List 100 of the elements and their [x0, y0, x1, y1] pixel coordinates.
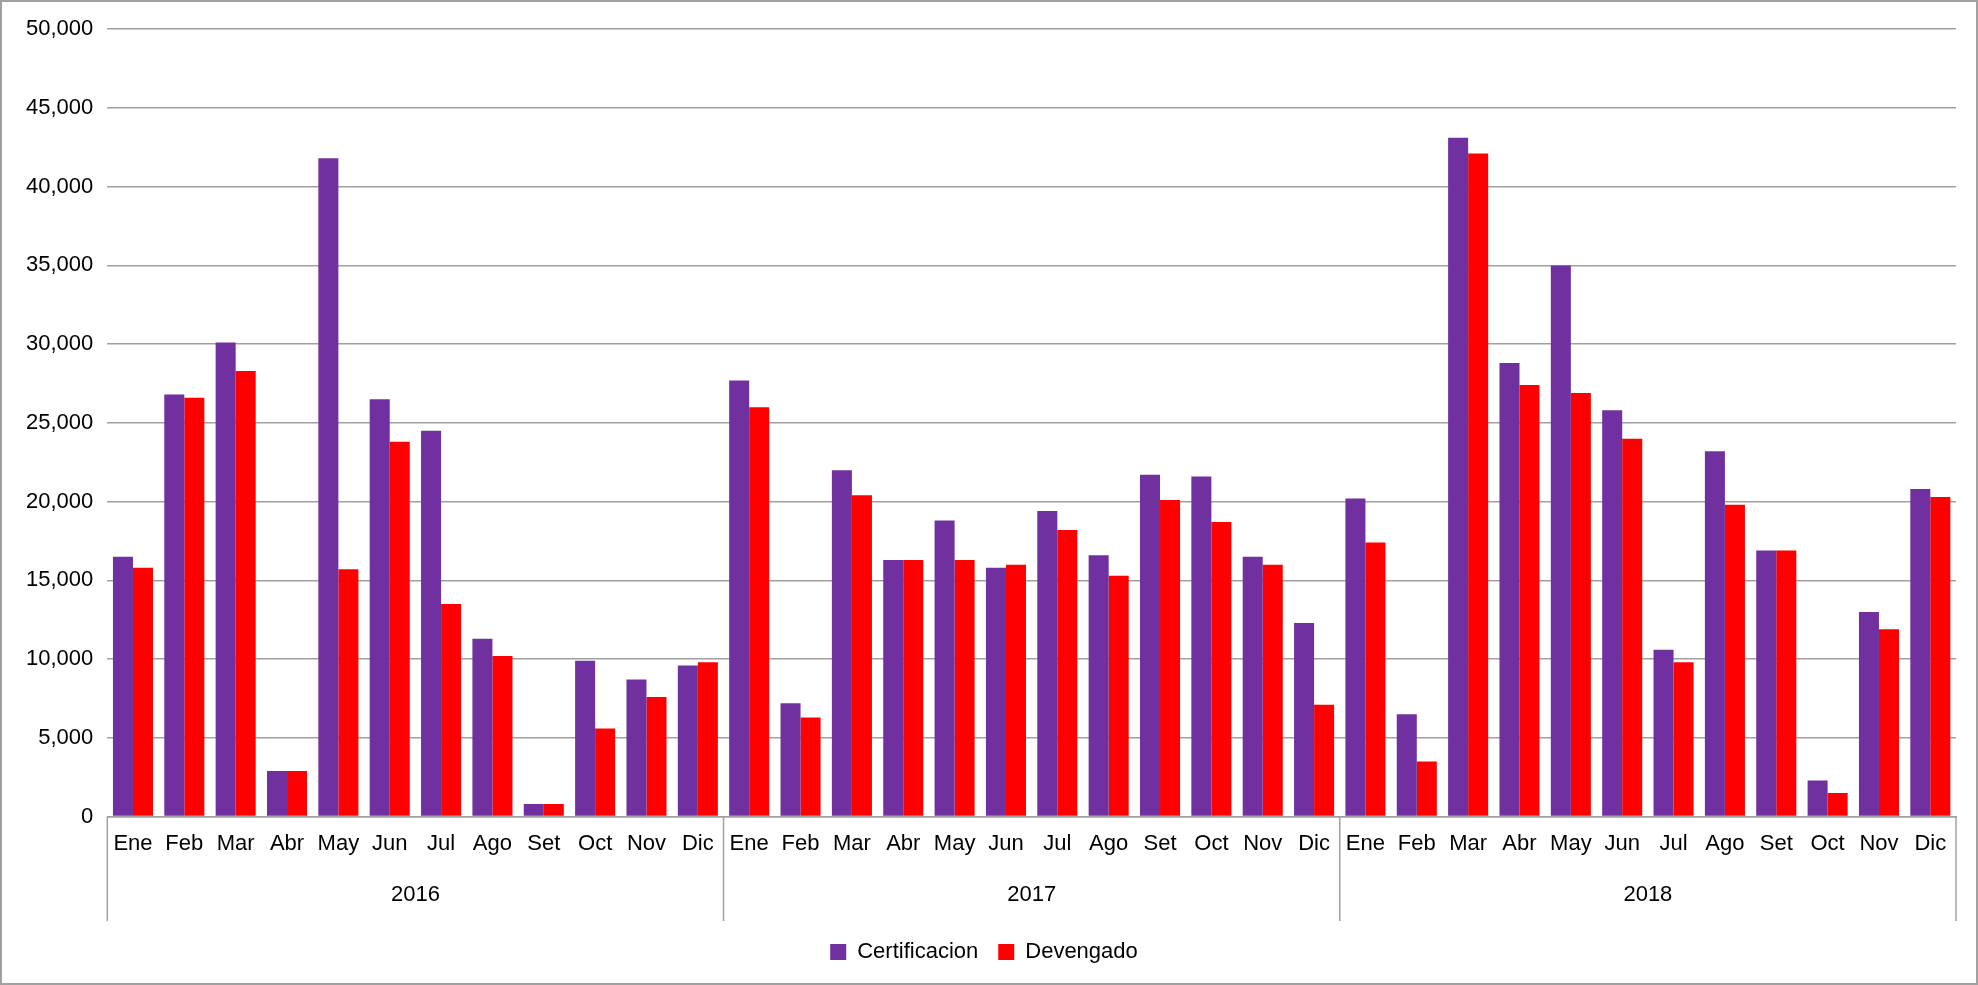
x-tick-label: Ene	[113, 829, 153, 855]
bar	[1140, 474, 1161, 816]
bar	[934, 520, 955, 816]
x-tick-label: Dic	[1914, 829, 1947, 855]
x-tick-label: Nov	[1859, 829, 1899, 855]
x-tick-label: Abr	[886, 829, 921, 855]
bar	[1622, 438, 1643, 816]
bar	[267, 770, 288, 816]
x-tick-label: Ene	[1345, 829, 1386, 855]
bar	[1005, 564, 1026, 816]
bar	[1673, 662, 1694, 816]
bar	[1396, 714, 1417, 816]
bar	[646, 696, 667, 816]
bar	[626, 679, 647, 816]
y-tick-label: 15,000	[25, 566, 94, 592]
x-tick-label: Nov	[626, 829, 667, 855]
x-tick-label: Nov	[1243, 829, 1283, 855]
bar	[677, 665, 698, 816]
bar	[1365, 542, 1386, 816]
bar	[287, 770, 308, 816]
bar	[184, 397, 205, 816]
x-tick-label: Ago	[472, 829, 513, 855]
x-tick-label: Jun	[1604, 829, 1640, 855]
bar	[1776, 550, 1797, 816]
bar	[318, 158, 339, 816]
bar	[1416, 761, 1437, 816]
x-tick-label: Set	[1759, 829, 1793, 855]
x-tick-label: Jul	[1043, 829, 1072, 855]
bar	[1468, 153, 1489, 816]
y-tick-label: 50,000	[25, 15, 94, 41]
bar	[1910, 489, 1931, 816]
legend-label: Certificacion	[857, 938, 979, 964]
bar	[164, 394, 185, 816]
x-tick-label: Jun	[371, 829, 408, 855]
x-tick-label: Jun	[988, 829, 1024, 855]
bar	[369, 399, 390, 816]
y-tick-label: 10,000	[25, 645, 94, 671]
bar	[729, 380, 750, 816]
y-tick-label: 5,000	[38, 723, 94, 749]
bar	[903, 559, 924, 816]
x-tick-label: Set	[1143, 829, 1177, 855]
bar	[1314, 704, 1335, 816]
bar	[1037, 511, 1058, 816]
y-tick-label: 40,000	[25, 172, 94, 198]
text: 2016	[390, 881, 440, 907]
bar	[1807, 780, 1828, 816]
bar	[1570, 392, 1591, 816]
x-tick-label: Jul	[1659, 829, 1688, 855]
x-tick-label: Ene	[729, 829, 769, 855]
x-tick-label: Mar	[216, 829, 255, 855]
y-tick-label: 20,000	[25, 487, 94, 513]
bar	[883, 559, 904, 816]
y-tick-label: 0	[81, 802, 94, 828]
x-tick-label: May	[317, 829, 360, 855]
x-tick-label: Jul	[427, 829, 456, 855]
bar	[1088, 555, 1109, 816]
bar	[1550, 265, 1571, 816]
bar	[1704, 451, 1725, 816]
bar	[338, 569, 359, 816]
bar	[441, 604, 462, 816]
bar	[985, 567, 1006, 816]
text: 2017	[1007, 881, 1057, 907]
bar	[954, 559, 975, 816]
x-tick-label: May	[933, 829, 976, 855]
y-tick-label: 30,000	[25, 330, 94, 356]
x-tick-label: Mar	[832, 829, 871, 855]
bar	[132, 567, 153, 816]
bar	[1057, 529, 1078, 816]
x-tick-label: Dic	[681, 829, 714, 855]
x-tick-label: Oct	[1810, 829, 1845, 855]
bar	[851, 495, 872, 816]
legend-label: Devengado	[1025, 938, 1138, 964]
bar	[421, 430, 442, 816]
bar	[1294, 622, 1315, 816]
bar	[1602, 410, 1623, 816]
x-tick-label: May	[1550, 829, 1592, 855]
x-tick-label: Abr	[1502, 829, 1537, 855]
bar	[1858, 611, 1879, 816]
bar	[1262, 564, 1283, 816]
bar	[800, 717, 821, 816]
bar	[1724, 504, 1745, 816]
bar	[492, 655, 513, 816]
bar	[1756, 550, 1777, 816]
x-tick-label: Ago	[1089, 829, 1129, 855]
bar	[1211, 522, 1232, 816]
bar	[1108, 575, 1129, 816]
bar	[749, 407, 770, 816]
bar	[389, 441, 410, 816]
text: 2018	[1623, 881, 1673, 907]
bar	[543, 804, 564, 816]
bar	[1191, 476, 1212, 816]
bar	[472, 638, 493, 816]
x-tick-label: Mar	[1449, 829, 1488, 855]
bar	[235, 370, 256, 816]
bar	[1878, 629, 1899, 816]
bar	[595, 728, 616, 816]
bar	[1242, 556, 1263, 816]
bar	[112, 556, 133, 816]
bar	[780, 703, 801, 816]
bar	[1930, 496, 1951, 816]
